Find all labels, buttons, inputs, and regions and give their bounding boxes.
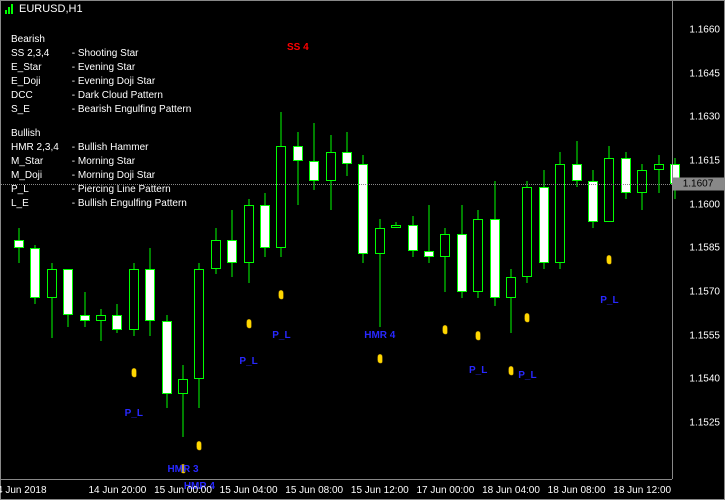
candle[interactable] xyxy=(342,1,352,481)
candle[interactable] xyxy=(162,1,172,481)
pattern-marker-icon xyxy=(507,363,515,373)
candle[interactable] xyxy=(112,1,122,481)
candle[interactable] xyxy=(424,1,434,481)
pattern-annotation: P_L xyxy=(125,408,143,419)
pattern-annotation: SS 4 xyxy=(287,42,309,53)
pattern-annotation: P_L xyxy=(600,295,618,306)
candle[interactable] xyxy=(309,1,319,481)
y-tick-label: 1.1645 xyxy=(689,68,720,79)
pattern-marker-icon xyxy=(523,310,531,320)
candle[interactable] xyxy=(326,1,336,481)
candle[interactable] xyxy=(227,1,237,481)
current-price-line xyxy=(1,184,672,185)
pattern-annotation: P_L xyxy=(239,356,257,367)
pattern-marker-icon xyxy=(605,252,613,262)
x-tick-label: 15 Jun 04:00 xyxy=(220,485,278,496)
candle[interactable] xyxy=(80,1,90,481)
y-tick-label: 1.1540 xyxy=(689,374,720,385)
x-tick-label: 15 Jun 12:00 xyxy=(351,485,409,496)
y-tick-label: 1.1555 xyxy=(689,330,720,341)
candle[interactable] xyxy=(145,1,155,481)
pattern-marker-icon xyxy=(441,322,449,332)
candle[interactable] xyxy=(440,1,450,481)
x-tick-label: 18 Jun 04:00 xyxy=(482,485,540,496)
candle[interactable] xyxy=(654,1,664,481)
pattern-annotation: P_L xyxy=(469,365,487,376)
candle[interactable] xyxy=(30,1,40,481)
candle[interactable] xyxy=(47,1,57,481)
x-tick-label: 15 Jun 00:00 xyxy=(154,485,212,496)
candle[interactable] xyxy=(260,1,270,481)
y-axis: 1.1660 1.1645 1.1630 1.1615 1.1600 1.1585 1.15… xyxy=(672,1,724,479)
chart-plot-area[interactable]: SS 4P_LHMR 3HMR 4P_LP_LHMR 4P_LP_LP_L xyxy=(1,1,672,479)
candle[interactable] xyxy=(358,1,368,481)
candle[interactable] xyxy=(539,1,549,481)
pattern-annotation: P_L xyxy=(518,370,536,381)
candle[interactable] xyxy=(178,1,188,481)
candle[interactable] xyxy=(621,1,631,481)
candle[interactable] xyxy=(473,1,483,481)
candle[interactable] xyxy=(457,1,467,481)
x-tick-label: 14 Jun 2018 xyxy=(0,485,47,496)
x-tick-label: 18 Jun 08:00 xyxy=(548,485,606,496)
candle[interactable] xyxy=(408,1,418,481)
y-tick-label: 1.1660 xyxy=(689,25,720,36)
candle[interactable] xyxy=(522,1,532,481)
current-price-label: 1.1607 xyxy=(672,178,724,191)
y-tick-label: 1.1615 xyxy=(689,156,720,167)
candle[interactable] xyxy=(555,1,565,481)
candle[interactable] xyxy=(276,1,286,481)
candle[interactable] xyxy=(588,1,598,481)
candle[interactable] xyxy=(14,1,24,481)
candle[interactable] xyxy=(63,1,73,481)
candle[interactable] xyxy=(506,1,516,481)
candle[interactable] xyxy=(572,1,582,481)
candle[interactable] xyxy=(194,1,204,481)
pattern-annotation: HMR 3 xyxy=(167,464,198,475)
candle[interactable] xyxy=(604,1,614,481)
x-axis: 14 Jun 2018 14 Jun 20:00 15 Jun 00:00 15 Ju… xyxy=(1,479,672,499)
candle[interactable] xyxy=(244,1,254,481)
pattern-marker-icon xyxy=(195,438,203,448)
candle[interactable] xyxy=(96,1,106,481)
y-tick-label: 1.1630 xyxy=(689,112,720,123)
x-tick-label: 18 Jun 12:00 xyxy=(613,485,671,496)
candle[interactable] xyxy=(490,1,500,481)
candle[interactable] xyxy=(375,1,385,481)
candle[interactable] xyxy=(293,1,303,481)
y-tick-label: 1.1585 xyxy=(689,243,720,254)
chart-window[interactable]: EURUSD,H1 Bearish SS 2,3,4 - Shooting St… xyxy=(0,0,725,500)
pattern-marker-icon xyxy=(245,316,253,326)
x-tick-label: 14 Jun 20:00 xyxy=(88,485,146,496)
x-tick-label: 17 Jun 00:00 xyxy=(416,485,474,496)
x-tick-label: 15 Jun 08:00 xyxy=(285,485,343,496)
y-tick-label: 1.1525 xyxy=(689,417,720,428)
candle[interactable] xyxy=(637,1,647,481)
candle[interactable] xyxy=(391,1,401,481)
y-tick-label: 1.1600 xyxy=(689,199,720,210)
pattern-marker-icon xyxy=(376,351,384,361)
pattern-marker-icon xyxy=(474,328,482,338)
pattern-annotation: HMR 4 xyxy=(364,330,395,341)
pattern-marker-icon xyxy=(277,287,285,297)
candle[interactable] xyxy=(211,1,221,481)
pattern-annotation: P_L xyxy=(272,330,290,341)
y-tick-label: 1.1570 xyxy=(689,286,720,297)
pattern-marker-icon xyxy=(130,365,138,375)
